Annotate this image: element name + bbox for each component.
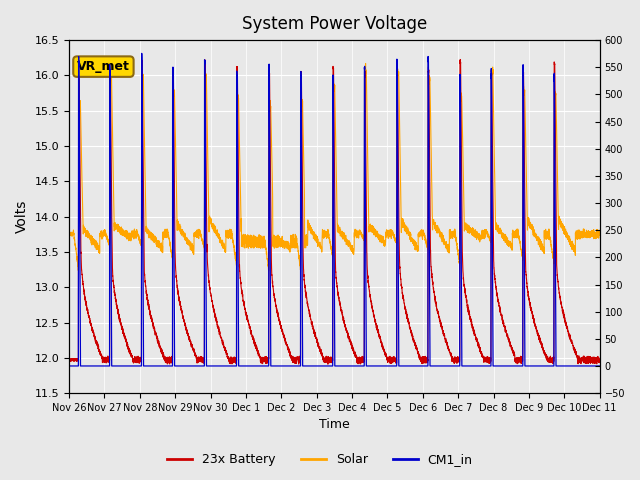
Legend: 23x Battery, Solar, CM1_in: 23x Battery, Solar, CM1_in — [163, 448, 477, 471]
X-axis label: Time: Time — [319, 419, 349, 432]
Title: System Power Voltage: System Power Voltage — [242, 15, 427, 33]
Y-axis label: Volts: Volts — [15, 200, 29, 233]
Text: VR_met: VR_met — [77, 60, 130, 73]
